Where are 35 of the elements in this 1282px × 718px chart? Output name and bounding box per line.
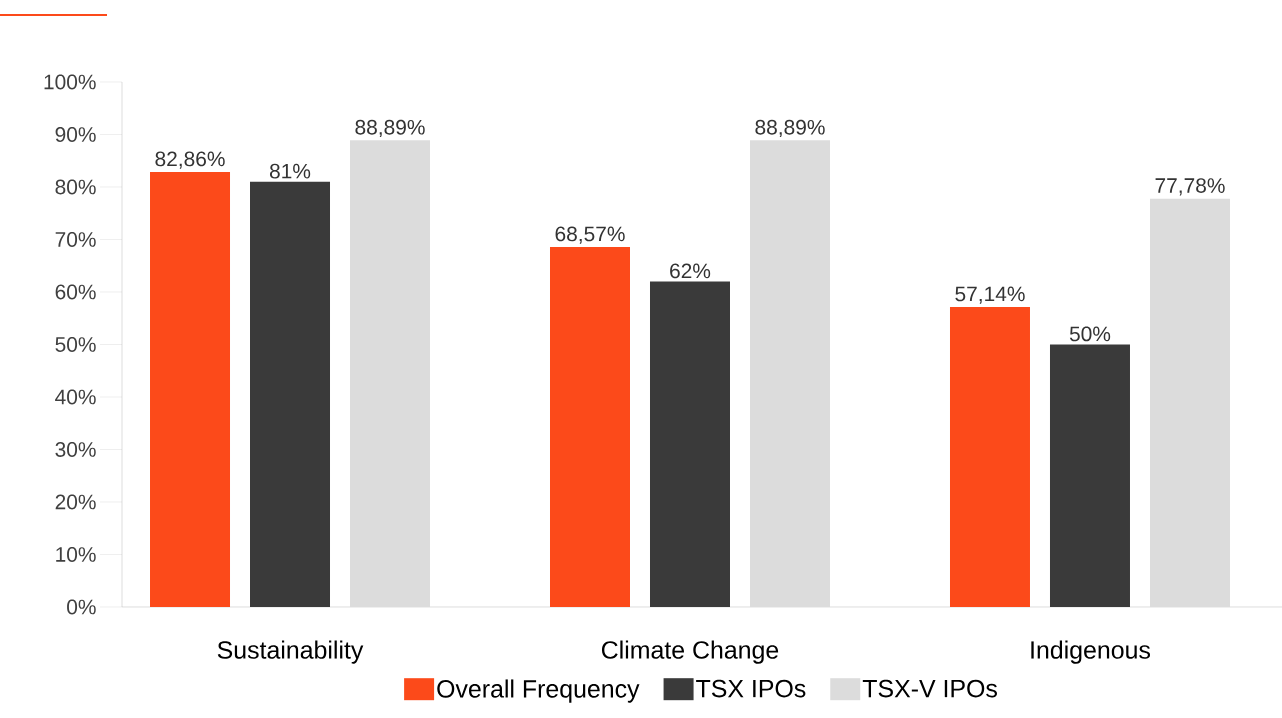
- data-label: 82,86%: [155, 151, 225, 169]
- y-tick-label: 70%: [55, 232, 96, 247]
- bar: [550, 246, 630, 607]
- data-label: 62%: [670, 263, 711, 279]
- y-tick-label: 10%: [56, 547, 96, 562]
- bar: [150, 171, 231, 607]
- legend-label: TSX-V IPOs: [862, 679, 997, 698]
- data-label: 88,89%: [355, 119, 425, 138]
- bar: [749, 140, 830, 607]
- y-tick-label: 0%: [67, 599, 96, 615]
- legend-label: TSX IPOs: [696, 679, 806, 698]
- data-label: 88,89%: [755, 119, 825, 138]
- y-tick-label: 60%: [55, 284, 96, 300]
- data-label: 81%: [269, 163, 311, 179]
- x-tick-label: Indigenous: [1031, 640, 1150, 664]
- bar: [1149, 198, 1230, 607]
- y-tick-label: 30%: [55, 442, 96, 457]
- data-label: 77,78%: [1155, 178, 1225, 196]
- bar: [650, 281, 730, 607]
- y-tick-label: 20%: [55, 494, 96, 510]
- legend-label: Overall Frequency: [437, 679, 640, 703]
- data-label: 57,14%: [955, 286, 1025, 304]
- bar: [250, 181, 331, 607]
- x-tick-label: Sustainability: [217, 640, 364, 664]
- y-tick-label: 40%: [55, 389, 96, 405]
- y-tick-label: 100%: [44, 74, 96, 90]
- x-tick-label: Climate Change: [601, 640, 779, 664]
- y-tick-label: 80%: [55, 179, 96, 195]
- y-tick-label: 90%: [55, 127, 96, 142]
- y-tick-label: 50%: [55, 337, 96, 352]
- bar: [949, 307, 1030, 607]
- data-label: 68,57%: [555, 226, 625, 244]
- bar: [1049, 344, 1130, 607]
- bar: [350, 140, 430, 607]
- data-label: 50%: [1069, 326, 1111, 342]
